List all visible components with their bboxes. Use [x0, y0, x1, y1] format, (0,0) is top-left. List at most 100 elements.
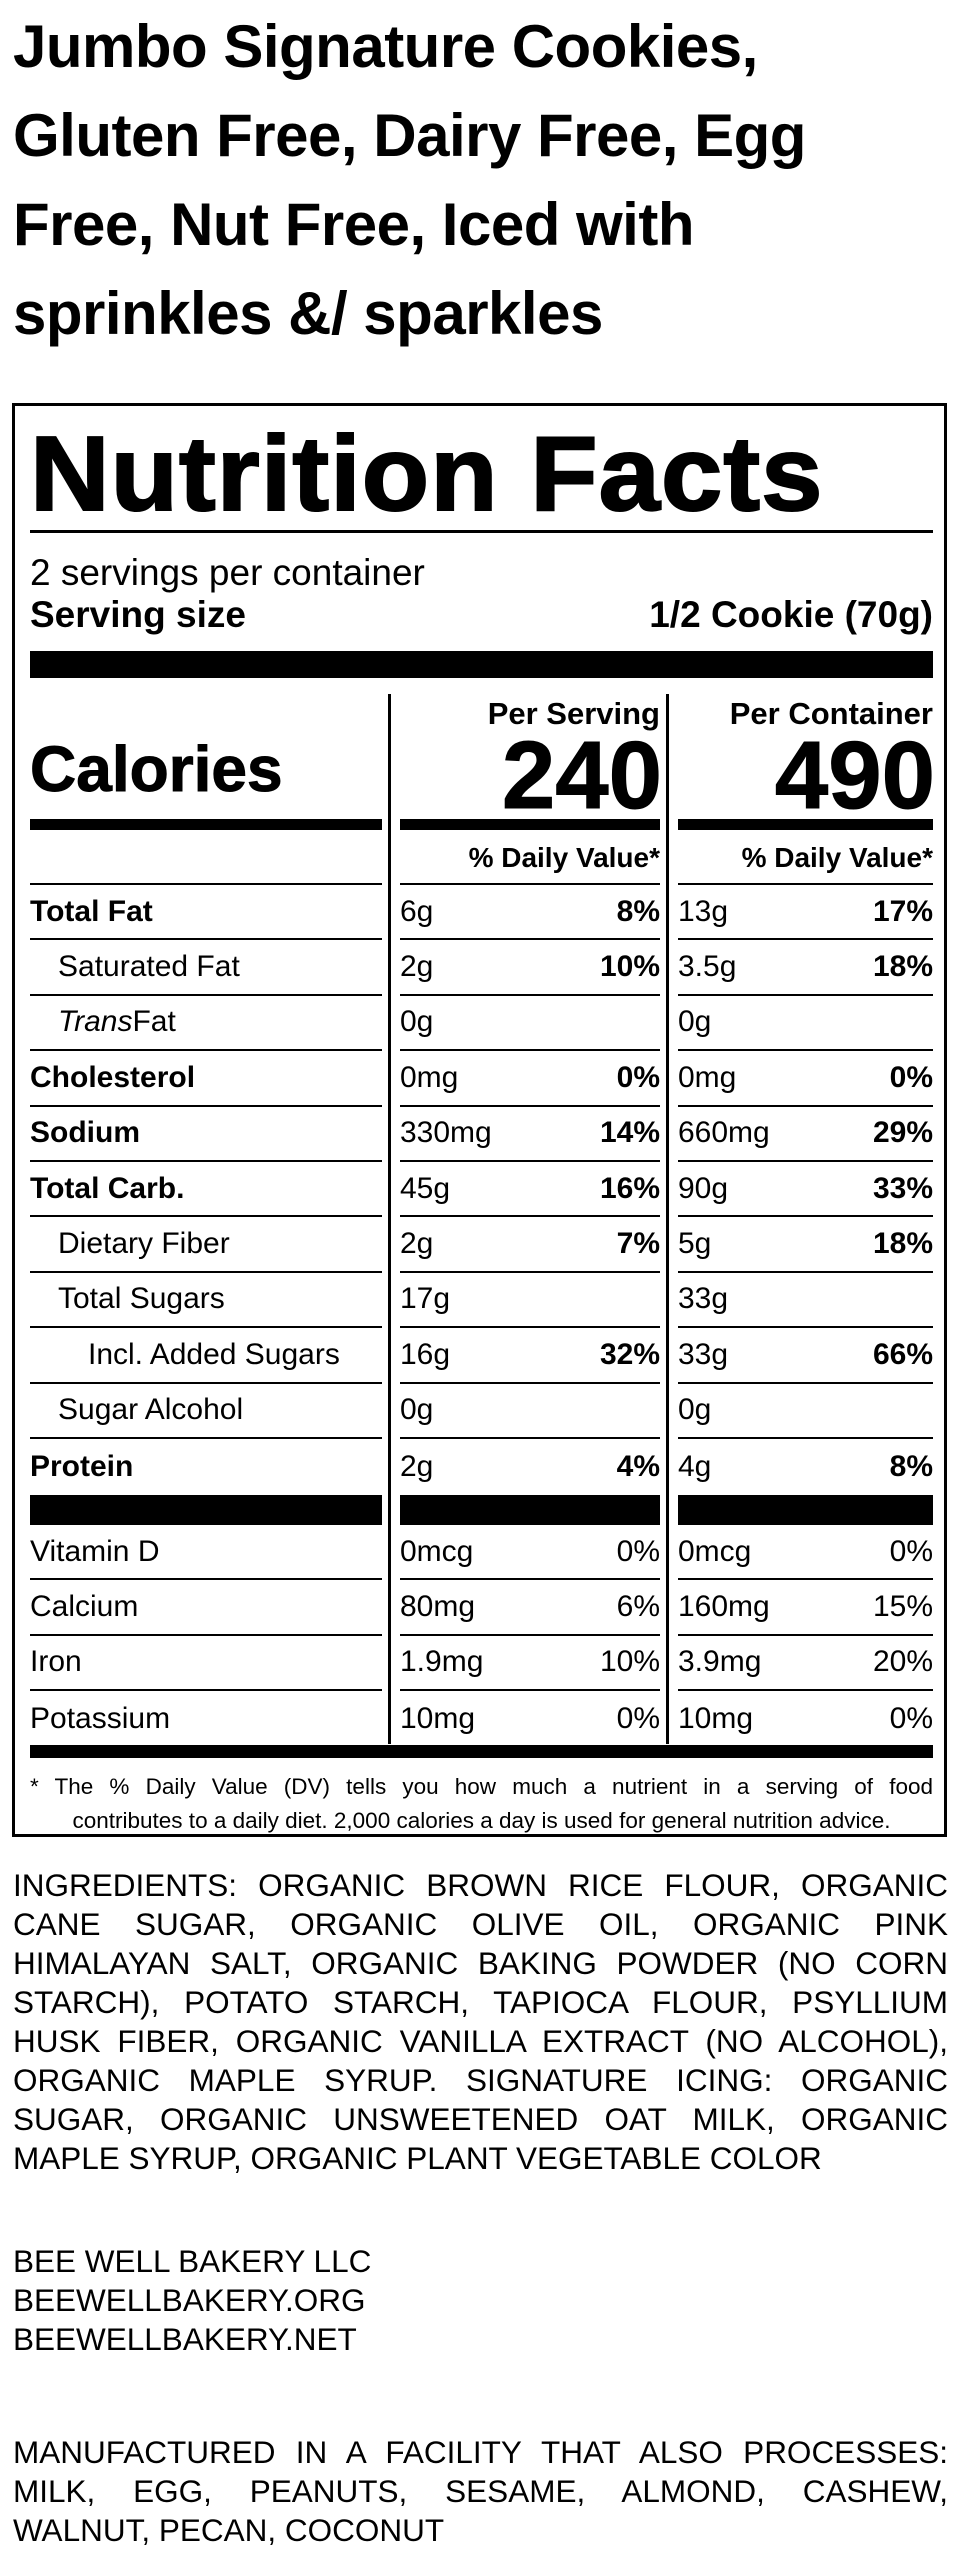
ingredients-line: STARCH), POTATO STARCH, TAPIOCA FLOUR, P…	[13, 1984, 948, 2020]
serving-amount: 0g	[400, 1005, 434, 1039]
container-daily-value: 0%	[889, 1060, 933, 1094]
nutrient-row: Sodium 330mg 14% 660mg 29%	[30, 1107, 933, 1162]
nutrient-name: Calcium	[30, 1580, 382, 1636]
container-daily-value: 18%	[872, 950, 933, 984]
container-daily-value: 0%	[889, 1534, 933, 1568]
container-cell: 13g 17%	[678, 885, 933, 941]
footnote-line: contributes to a daily diet. 2,000 calor…	[72, 1808, 891, 1833]
nutrient-name: Protein	[30, 1439, 382, 1494]
daily-value-header: % Daily Value*	[468, 842, 660, 873]
allergen-line: MANUFACTURED IN A FACILITY THAT ALSO PRO…	[13, 2434, 948, 2470]
allergen-line: WALNUT, PECAN, COCONUT	[13, 2512, 445, 2548]
container-amount: 160mg	[678, 1590, 770, 1624]
thick-divider	[30, 651, 933, 678]
container-amount: 4g	[678, 1449, 712, 1483]
container-daily-value: 20%	[872, 1645, 933, 1679]
serving-cell: 0mcg 0%	[400, 1525, 660, 1581]
nutrient-name: Cholesterol	[30, 1051, 382, 1107]
ingredients-line: HUSK FIBER, ORGANIC VANILLA EXTRACT (NO …	[13, 2023, 948, 2059]
nutrient-row: Potassium 10mg 0% 10mg 0%	[30, 1691, 933, 1746]
serving-cell: 2g 10%	[400, 940, 660, 996]
nutrient-name-text: Total Carb.	[30, 1171, 185, 1205]
nutrient-name-text: Total Fat	[30, 894, 153, 928]
nutrient-row: Sugar Alcohol 0g 0g	[30, 1384, 933, 1439]
serving-amount: 2g	[400, 1449, 434, 1483]
container-cell: 33g 66%	[678, 1328, 933, 1384]
container-cell: 33g	[678, 1273, 933, 1329]
nutrient-name: Trans Fat	[30, 996, 382, 1052]
nutrient-row: Total Carb. 45g 16% 90g 33%	[30, 1162, 933, 1218]
container-amount: 3.5g	[678, 950, 737, 984]
company-line: BEE WELL BAKERY LLC	[13, 2243, 372, 2279]
column-divider	[388, 694, 391, 1744]
nutrient-name: Iron	[30, 1636, 382, 1692]
container-cell: 160mg 15%	[678, 1580, 933, 1636]
container-cell: 0g	[678, 996, 933, 1052]
serving-daily-value: 7%	[616, 1227, 660, 1261]
serving-daily-value: 4%	[616, 1449, 660, 1483]
container-cell: 0mcg 0%	[678, 1525, 933, 1581]
serving-size-value: 1/2 Cookie (70g)	[649, 594, 933, 635]
calories-per-container: 490	[774, 722, 935, 829]
container-cell: 5g 18%	[678, 1217, 933, 1273]
serving-daily-value: 10%	[599, 1645, 660, 1679]
container-amount: 33g	[678, 1282, 729, 1316]
serving-cell: 330mg 14%	[400, 1107, 660, 1162]
ingredients-line: CANE SUGAR, ORGANIC OLIVE OIL, ORGANIC P…	[13, 1906, 948, 1942]
serving-cell: 10mg 0%	[400, 1691, 660, 1746]
nutrient-name-text: Total Sugars	[58, 1282, 225, 1316]
nutrient-row: Iron 1.9mg 10% 3.9mg 20%	[30, 1636, 933, 1692]
nutrient-name-text: Fat	[132, 1005, 176, 1039]
container-amount: 5g	[678, 1227, 712, 1261]
nutrient-name: Sugar Alcohol	[30, 1384, 382, 1439]
container-amount: 90g	[678, 1171, 729, 1205]
calories-divider	[400, 819, 660, 830]
ingredients: INGREDIENTS: ORGANIC BROWN RICE FLOUR, O…	[13, 1866, 948, 2178]
nutrient-name-text: Cholesterol	[30, 1060, 196, 1094]
nutrient-name: Total Sugars	[30, 1273, 382, 1329]
container-cell: 3.9mg 20%	[678, 1636, 933, 1692]
nutrient-row: Incl. Added Sugars 16g 32% 33g 66%	[30, 1328, 933, 1384]
nutrient-row: Total Fat 6g 8% 13g 17%	[30, 885, 933, 941]
serving-daily-value: 0%	[616, 1701, 660, 1735]
serving-daily-value: 6%	[616, 1590, 660, 1624]
nutrient-name-text: Potassium	[30, 1701, 171, 1735]
ingredients-line: INGREDIENTS: ORGANIC BROWN RICE FLOUR, O…	[13, 1867, 948, 1903]
nutrient-table: Total Fat 6g 8% 13g 17% Saturated Fat 2g 10% 3.5…	[30, 885, 933, 1494]
divider	[30, 883, 382, 885]
serving-cell: 1.9mg 10%	[400, 1636, 660, 1692]
nutrient-name-text: Sugar Alcohol	[58, 1393, 244, 1427]
serving-amount: 6g	[400, 894, 434, 928]
container-amount: 13g	[678, 894, 729, 928]
serving-size-label: Serving size	[30, 594, 246, 635]
nutrient-name: Vitamin D	[30, 1525, 382, 1581]
nutrient-name-text: Incl. Added Sugars	[88, 1337, 340, 1371]
calories-label: Calories	[30, 733, 284, 806]
serving-cell: 16g 32%	[400, 1328, 660, 1384]
container-amount: 660mg	[678, 1116, 770, 1150]
container-daily-value: 18%	[872, 1227, 933, 1261]
serving-daily-value: 10%	[599, 950, 660, 984]
allergen-line: MILK, EGG, PEANUTS, SESAME, ALMOND, CASH…	[13, 2473, 948, 2509]
container-cell: 10mg 0%	[678, 1691, 933, 1746]
nutrient-row: Total Sugars 17g 33g	[30, 1273, 933, 1329]
calories-divider	[678, 819, 933, 830]
per-container-header: Per Container	[729, 696, 933, 731]
nutrient-name-text: Protein	[30, 1449, 134, 1483]
serving-cell: 0g	[400, 1384, 660, 1439]
serving-cell: 0mg 0%	[400, 1051, 660, 1107]
micronutrient-table: Vitamin D 0mcg 0% 0mcg 0% Calcium 80mg 6% 160mg 1…	[30, 1525, 933, 1747]
serving-amount: 80mg	[400, 1590, 476, 1624]
company-line: BEEWELLBAKERY.NET	[13, 2321, 357, 2357]
container-amount: 0mcg	[678, 1534, 752, 1568]
serving-amount: 10mg	[400, 1701, 476, 1735]
thick-divider	[30, 1745, 933, 1758]
container-amount: 33g	[678, 1337, 729, 1371]
serving-cell: 6g 8%	[400, 885, 660, 941]
serving-amount: 2g	[400, 950, 434, 984]
serving-cell: 17g	[400, 1273, 660, 1329]
serving-amount: 16g	[400, 1337, 451, 1371]
serving-amount: 0mg	[400, 1060, 459, 1094]
product-title: Jumbo Signature Cookies, Gluten Free, Da…	[13, 13, 806, 347]
serving-daily-value: 0%	[616, 1060, 660, 1094]
